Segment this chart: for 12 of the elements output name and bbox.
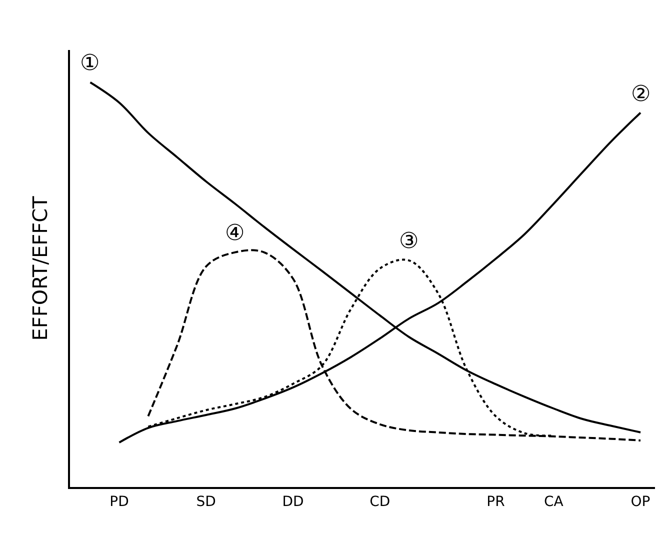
x-tick-label: CD — [370, 494, 390, 510]
x-tick-label: CA — [544, 494, 564, 510]
series-label: ④ — [225, 221, 245, 246]
x-tick-label: PD — [110, 494, 129, 510]
x-tick-label: SD — [196, 494, 216, 510]
series-label: ① — [80, 51, 100, 76]
x-tick-label: DD — [282, 494, 304, 510]
series-label: ② — [631, 82, 651, 107]
x-tick-label: PR — [486, 494, 506, 510]
y-axis-title: EFFORT/EFFCT — [28, 195, 52, 341]
x-tick-label: OP — [630, 494, 650, 510]
series-label: ③ — [399, 229, 419, 254]
